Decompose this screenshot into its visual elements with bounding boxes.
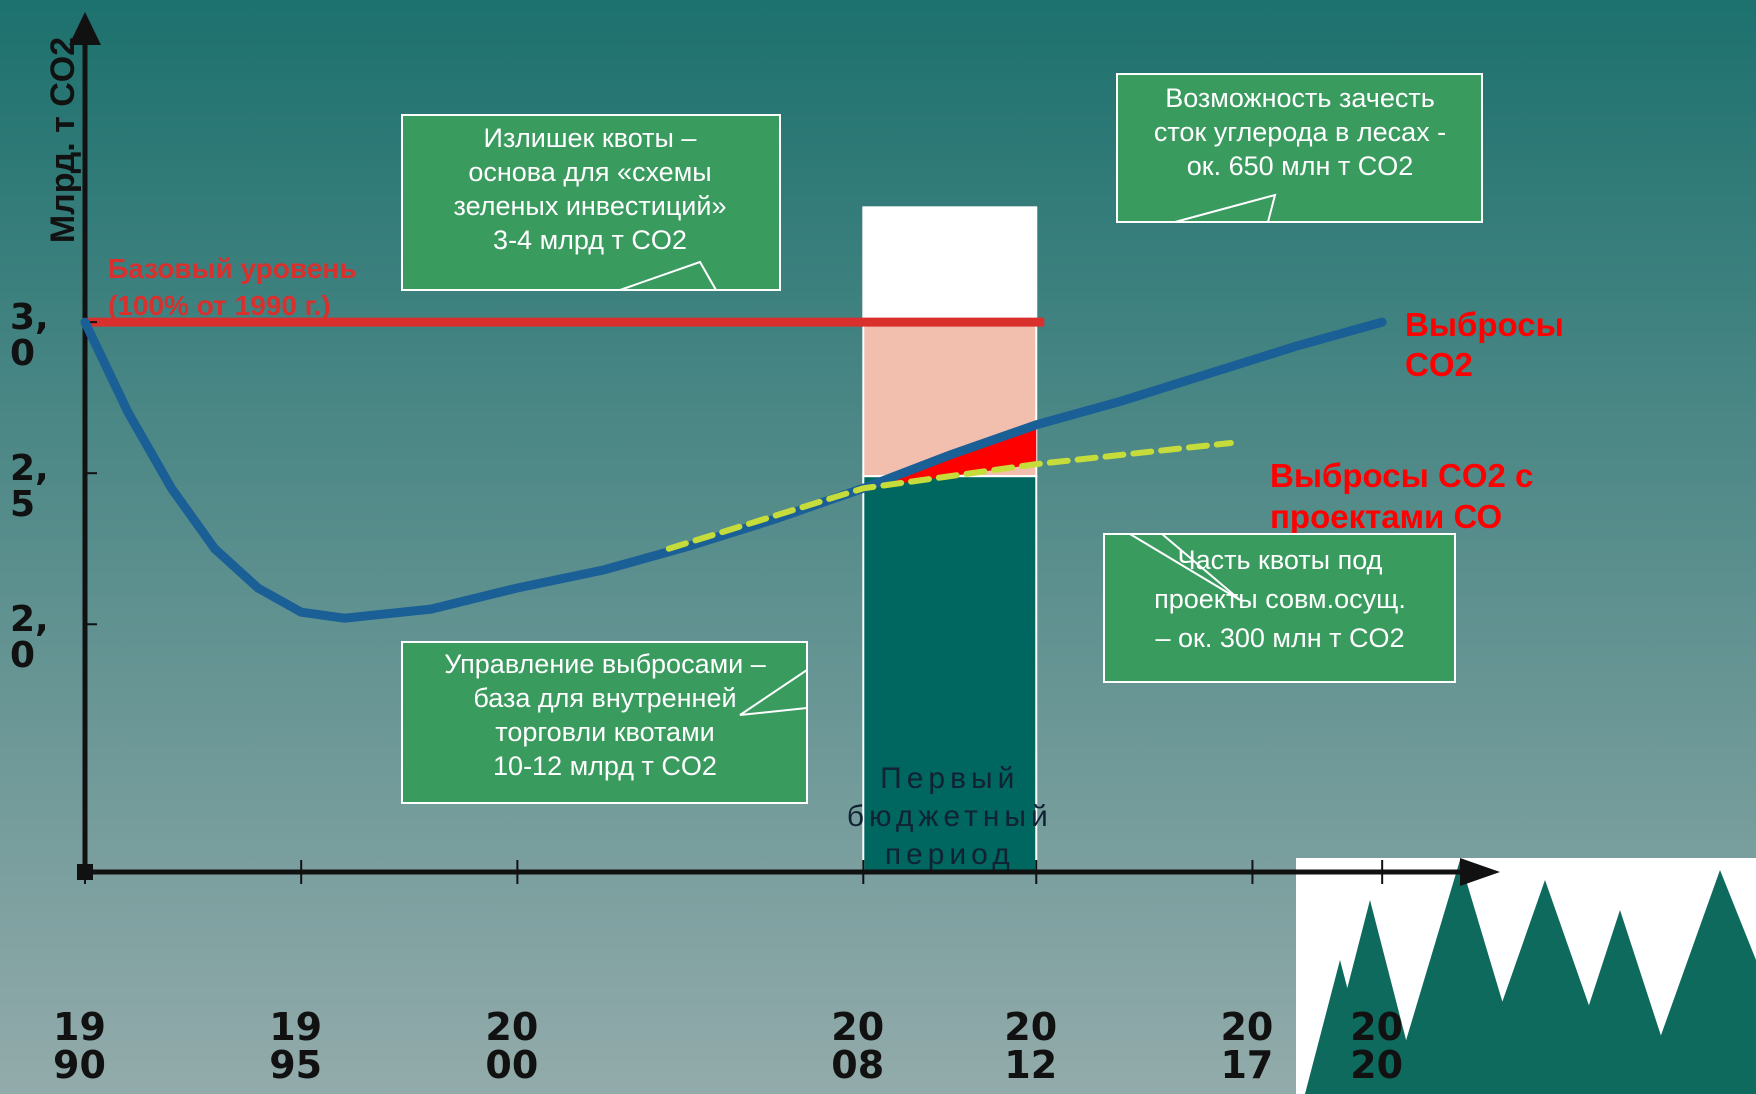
callout: Возможность зачесть сток углерода в лесах… (1116, 73, 1483, 223)
callout-text: Возможность зачесть (1165, 83, 1435, 113)
callout-text: проекты совм.осущ. (1154, 584, 1406, 614)
callout-box (1103, 533, 1456, 683)
x-tick-label-box: 2017 (1220, 1008, 1274, 1087)
y-tick-label: 2,5 (10, 451, 49, 526)
x-tick-label: 1995 (269, 1008, 323, 1087)
trees (1296, 858, 1756, 1094)
callout-tail (1174, 193, 1277, 223)
legend-label: Выбросы CO2 (1405, 306, 1564, 383)
callout-text: зеленых инвестиций» (454, 191, 727, 221)
x-tick-label: 2000 (485, 1008, 539, 1087)
callout-box (401, 641, 808, 804)
legend-label-box: Выбросы CO2 (1405, 306, 1564, 383)
callout: Излишек квоты – основа для «схемы зеленых … (401, 114, 781, 291)
baseline-label: (100% от 1990 г.) (108, 290, 331, 321)
callout: Часть квоты под проекты совм.осущ. – ок. 3… (1103, 533, 1456, 683)
callout-text: Часть квоты под (1178, 545, 1383, 575)
x-tick-label: 2020 (1350, 1008, 1404, 1087)
callout-tail (619, 260, 718, 291)
callout-box (1116, 73, 1483, 223)
callout-text: торговли квотами (495, 717, 714, 747)
y-tick-label-box: 2,5 (10, 451, 49, 526)
callout-text: 3-4 млрд т CO2 (493, 225, 687, 255)
x-tick-label: 2012 (1004, 1008, 1058, 1087)
y-axis-label: Млрд. т CO2 (44, 37, 82, 243)
callout: Управление выбросами – база для внутренне… (401, 641, 808, 804)
x-tick-label-box: 2000 (485, 1008, 539, 1087)
callout-text: сток углерода в лесах - (1154, 117, 1446, 147)
y-tick-label-box: 2,0 (10, 602, 49, 677)
legend-label-box: Выбросы CO2 с проектами СО (1270, 457, 1534, 536)
x-tick-label-box: 2008 (831, 1008, 885, 1087)
callout-text: основа для «схемы (468, 157, 711, 187)
budget-label: период (885, 838, 1015, 871)
callout-tail (1126, 533, 1241, 601)
callout-text: база для внутренней (473, 683, 736, 713)
y-axis-arrow (69, 12, 101, 45)
budget-segment (862, 206, 1038, 324)
callout-box (401, 114, 781, 291)
baseline-label: Базовый уровень (108, 253, 356, 284)
x-tick-label-box: 1990 (53, 1008, 106, 1087)
y-tick-label: 3,0 (10, 300, 49, 375)
x-tick-label: 1990 (53, 1008, 106, 1087)
callout-text: 10-12 млрд т CO2 (493, 751, 717, 781)
callout-text: Излишек квоты – (484, 123, 697, 153)
y-tick-label-box: 3,0 (10, 300, 49, 375)
x-tick-label-box: 2020 (1350, 1008, 1404, 1087)
x-tick-label-box: 1995 (269, 1008, 323, 1087)
series-line (665, 439, 1234, 552)
callout-text: ок. 650 млн т CO2 (1187, 151, 1414, 181)
callout-text: Управление выбросами – (444, 649, 766, 679)
budget-label: бюджетный (847, 800, 1053, 833)
callout-tail (739, 668, 808, 716)
series-line (80, 317, 1387, 623)
x-tick-label: 2008 (831, 1008, 885, 1087)
budget-label: Первый (880, 762, 1019, 795)
legend-label: Выбросы CO2 с проектами СО (1270, 457, 1534, 536)
budget-segment (862, 475, 1038, 873)
y-tick-label: 2,0 (10, 602, 49, 677)
x-tick-label: 2017 (1220, 1008, 1274, 1087)
x-tick-label-box: 2012 (1004, 1008, 1058, 1087)
x-axis-arrow (1460, 858, 1500, 886)
callout-text: – ок. 300 млн т CO2 (1155, 623, 1404, 653)
